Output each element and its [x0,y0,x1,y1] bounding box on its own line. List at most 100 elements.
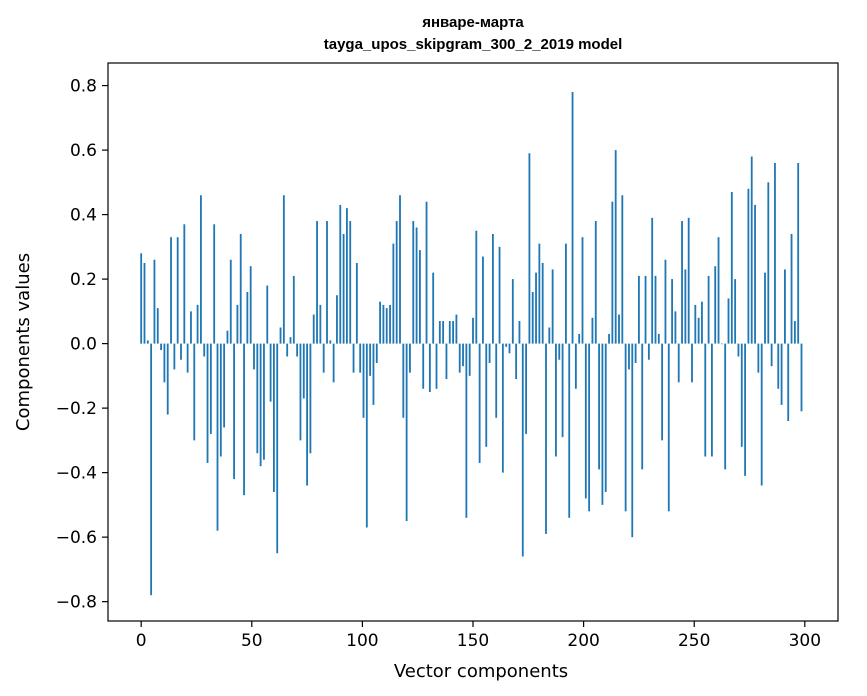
bar [740,343,743,447]
bar [701,301,703,344]
bar [555,343,557,457]
bar [150,343,153,596]
bar [591,317,594,344]
bar [236,304,239,344]
bar [558,343,561,360]
bar [282,195,285,344]
bar [621,195,624,344]
chart-title-line1: январе-марта [422,14,524,31]
bar [372,343,375,405]
bar [618,314,620,344]
bar [412,221,415,344]
x-axis-label: Vector components [394,661,568,682]
bar [322,343,325,373]
y-tick-label: 0.4 [70,206,97,226]
x-axis: 0 50 100 150 200 250 300 [136,621,821,651]
bar [797,162,800,344]
bar [521,343,524,557]
bar [611,201,614,344]
bar [793,321,796,344]
y-tick-label: 0.2 [70,270,97,290]
bar [482,256,484,344]
bar [365,343,368,528]
bar [694,304,697,344]
bar [458,343,461,373]
bar [525,343,527,434]
x-tick-label: 300 [789,631,821,651]
bar [399,195,401,344]
bar [498,246,501,344]
bar [574,343,577,389]
bar [644,275,647,344]
bar [734,279,737,344]
bar [385,308,388,344]
bar [206,343,209,463]
bar [452,321,454,344]
bar [379,301,381,344]
bar [657,333,660,344]
bar [299,343,302,441]
bar [316,221,318,344]
bar [425,201,428,344]
bar [329,340,332,344]
bar [780,343,783,405]
x-tick-label: 100 [346,631,378,651]
bar [163,343,166,383]
bar [269,343,272,402]
bar [415,227,418,344]
bar [571,92,574,344]
bar [565,243,567,344]
bar [667,343,670,512]
bar [545,343,547,534]
bar [784,269,786,344]
bar [485,343,488,447]
bar [190,311,192,344]
bar [641,343,644,470]
bar [787,343,790,422]
bar [309,343,312,454]
bar [223,343,226,428]
bar [438,321,441,344]
bar [478,343,481,463]
bar [800,343,803,412]
bar [339,204,342,344]
bar [273,343,275,492]
bar [714,266,717,344]
bar [584,343,587,499]
y-axis-label: Components values [13,253,34,431]
bar [153,259,156,344]
y-tick-label: −0.6 [56,528,97,548]
bar [704,343,707,457]
bar [760,343,763,486]
bar [382,304,385,344]
bar [535,272,537,344]
bar [727,298,730,344]
bar [246,292,249,344]
bar [405,343,408,522]
bar [624,343,627,512]
bar [505,343,508,347]
bar [448,321,451,344]
bar [355,262,358,344]
bar [488,343,491,363]
x-tick-label: 200 [567,631,599,651]
bar [256,343,259,454]
bar [170,237,172,344]
y-tick-label: 0.8 [70,77,97,97]
bar [462,343,464,367]
bar [289,337,292,344]
bar [146,340,149,344]
bar [193,343,196,441]
bar [352,343,355,373]
bar [677,343,680,383]
bar [395,221,398,344]
bar [359,343,362,373]
bar [495,343,498,418]
bar [216,343,219,531]
bar [711,343,713,457]
bar [730,192,733,344]
bar [770,343,773,367]
bar [226,330,229,344]
bar [674,311,677,344]
y-tick-label: 0.6 [70,141,97,161]
